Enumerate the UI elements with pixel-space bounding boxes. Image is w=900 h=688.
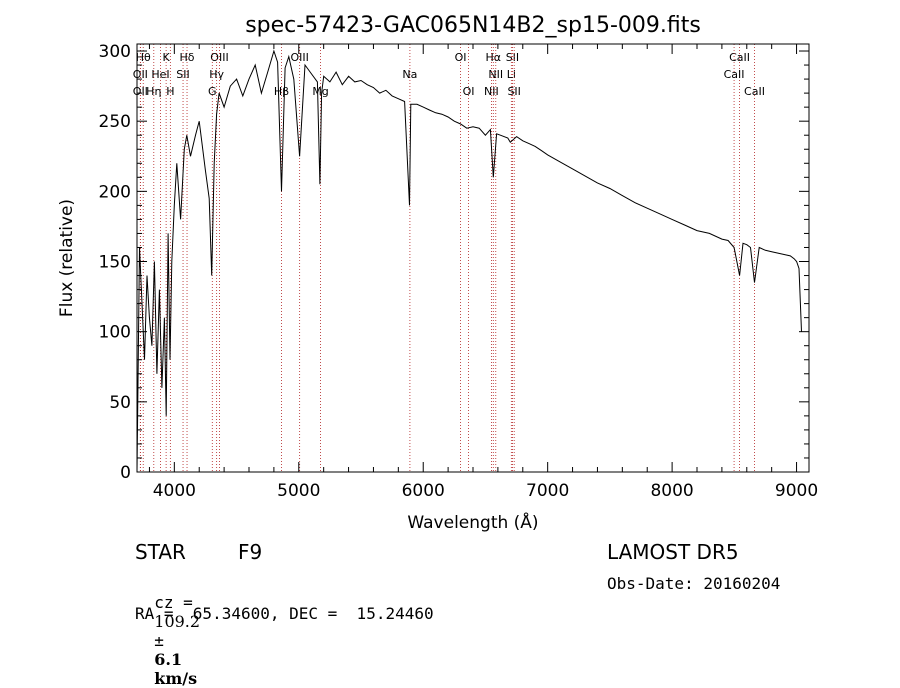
line-marker-label: NII (484, 85, 499, 98)
line-marker-label: Na (402, 68, 417, 81)
y-tick-label: 200 (99, 182, 131, 202)
y-axis: 0 50 100 150 200 250 300 (99, 42, 809, 483)
y-tick-label: 50 (109, 393, 131, 413)
line-marker-label: Hβ (274, 85, 289, 98)
y-tick-label: 150 (99, 253, 131, 273)
line-marker-label: OIII (210, 51, 228, 64)
object-class: STAR (135, 540, 186, 564)
ra-dec: RA = 65.34600, DEC = 15.24460 (135, 604, 434, 623)
line-marker-label: Hα (486, 51, 502, 64)
x-tick-label: 6000 (402, 481, 445, 501)
obs-date: Obs-Date: 20160204 (607, 574, 781, 593)
cz-unit: km/s (154, 669, 198, 688)
line-marker-label: K (163, 51, 171, 64)
line-marker-label: OIII (290, 51, 308, 64)
line-marker-label: SII (506, 51, 519, 64)
y-axis-label: Flux (relative) (57, 199, 77, 317)
line-marker-label: CaII (724, 68, 745, 81)
x-tick-label: 4000 (153, 481, 196, 501)
cz-plusminus: ± (154, 631, 164, 650)
line-marker-label: OI (455, 51, 467, 64)
chart-title: spec-57423-GAC065N14B2_sp15-009.fits (245, 13, 701, 38)
y-tick-label: 300 (99, 42, 131, 62)
y-tick-label: 0 (120, 463, 131, 483)
line-marker-label: HeI (151, 68, 169, 81)
x-axis-label: Wavelength (Å) (407, 511, 538, 533)
x-tick-label: 8000 (650, 481, 693, 501)
line-marker-label: Li (507, 68, 516, 81)
line-marker-label: OI (463, 85, 475, 98)
x-tick-label: 5000 (277, 481, 320, 501)
cz-value: 109.2 (154, 612, 201, 631)
x-axis: 4000 5000 6000 7000 8000 9000 (148, 44, 818, 501)
line-marker-label: Hγ (209, 68, 224, 81)
spectrum-line (136, 49, 802, 473)
x-tick-label: 7000 (526, 481, 569, 501)
y-tick-label: 100 (99, 323, 131, 343)
subclass: F9 (238, 540, 263, 564)
line-marker-label: CaII (744, 85, 765, 98)
spectrum-chart: spec-57423-GAC065N14B2_sp15-009.fits Hθ K… (57, 13, 818, 533)
survey-name: LAMOST DR5 (607, 540, 739, 564)
x-tick-label: 9000 (775, 481, 818, 501)
line-marker-label: SII (176, 68, 189, 81)
y-tick-label: 250 (99, 112, 131, 132)
line-marker-label: Hδ (180, 51, 195, 64)
line-marker-label: CaII (729, 51, 750, 64)
cz-error: 6.1 (154, 650, 183, 669)
line-marker-label: Mg (312, 85, 328, 98)
line-marker-label: Hθ (136, 51, 151, 64)
redshift-line: cz = 109.2 ± 6.1 km/s (135, 574, 200, 688)
plot-frame (136, 43, 810, 473)
line-marker-label: SII (507, 85, 520, 98)
line-marker-label: G (208, 85, 217, 98)
cz-label: cz = (154, 593, 193, 612)
line-marker-label: Hη (146, 85, 161, 98)
line-marker-label: H (166, 85, 174, 98)
line-marker-label: NII (488, 68, 503, 81)
